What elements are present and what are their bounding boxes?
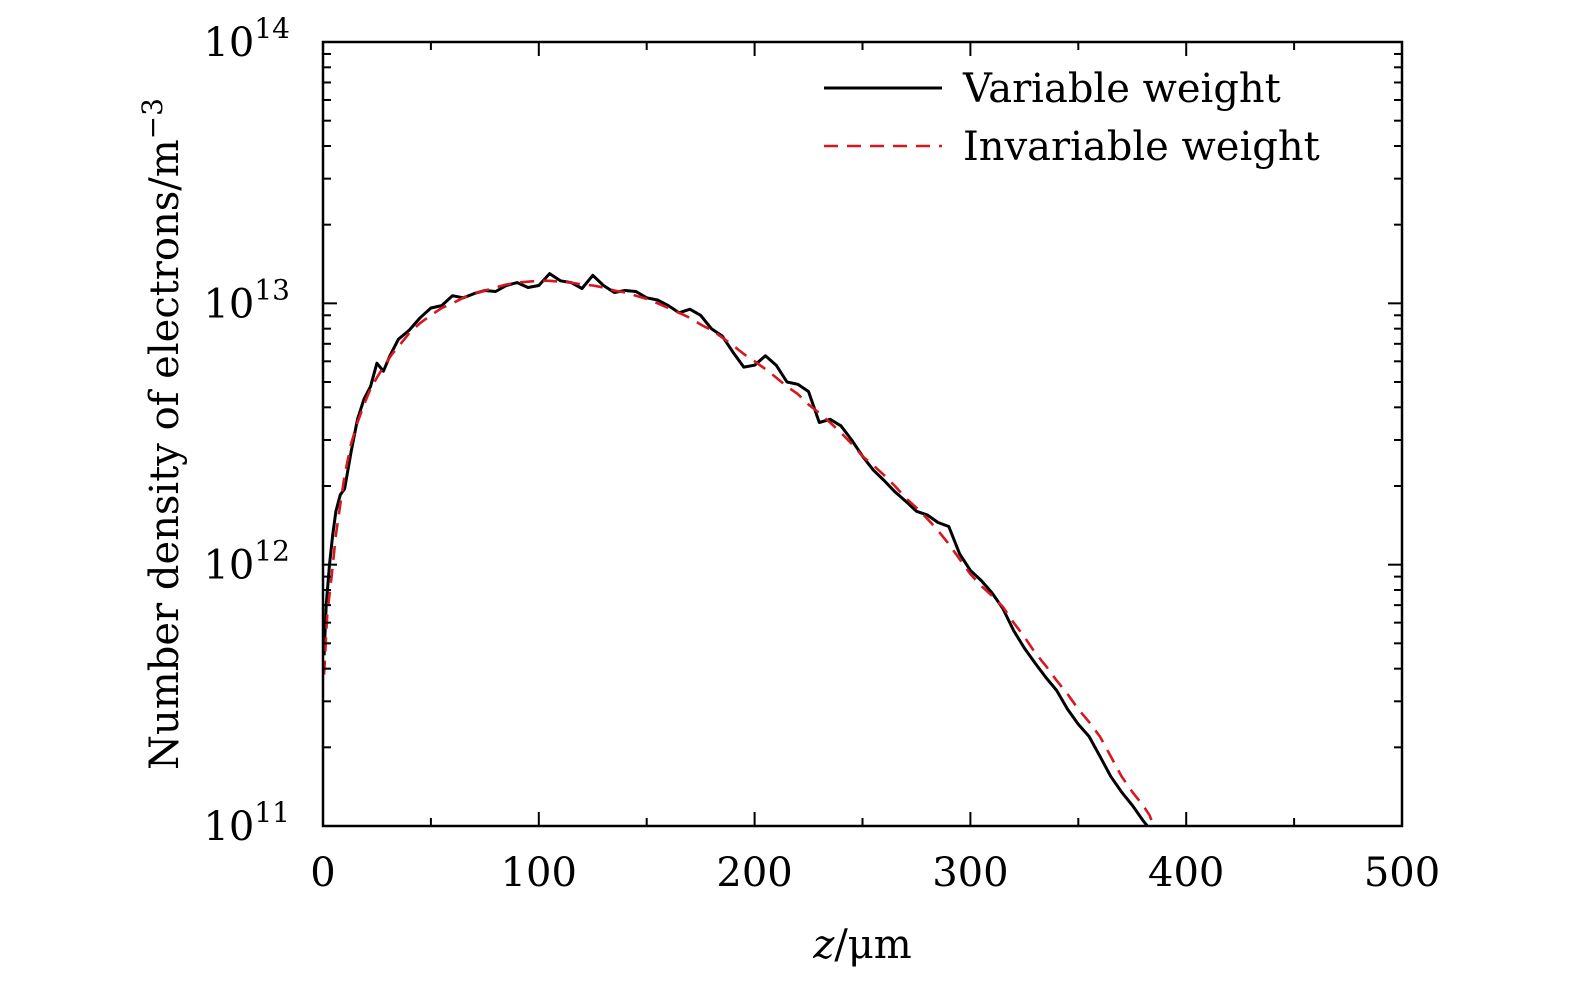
x-tick-label: 0	[310, 850, 335, 896]
legend-label-invariable-weight: Invariable weight	[963, 124, 1320, 170]
y-tick-label-base: 10	[203, 20, 254, 66]
y-tick-label-exponent: 12	[254, 535, 290, 568]
y-axis-title-text: Number density of electrons/m	[142, 139, 188, 770]
x-tick-label: 200	[716, 850, 792, 896]
y-tick-label-exponent: 13	[254, 273, 290, 306]
x-tick-label: 300	[932, 850, 1008, 896]
x-tick-label: 400	[1148, 850, 1224, 896]
y-tick-label: 1013	[203, 273, 290, 327]
x-axis-title: z/μm	[812, 922, 911, 968]
y-tick-label: 1011	[203, 796, 290, 850]
series-layer	[323, 272, 1156, 826]
x-tick-label: 500	[1364, 850, 1440, 896]
x-axis-unit: /μm	[834, 922, 911, 968]
y-axis-title-exponent: −3	[136, 98, 169, 139]
y-tick-label-base: 10	[203, 804, 254, 850]
y-tick-label: 1014	[203, 12, 290, 66]
x-tick-labels: 0 100 200 300 400 500	[310, 850, 1440, 896]
ticks-layer	[322, 41, 1403, 827]
legend: Variable weight Invariable weight	[824, 66, 1320, 170]
y-tick-label-base: 10	[203, 543, 254, 589]
y-tick-label-base: 10	[203, 281, 254, 327]
x-axis-variable: z	[812, 922, 835, 968]
legend-label-variable-weight: Variable weight	[962, 66, 1281, 112]
y-tick-label: 1012	[203, 535, 290, 589]
y-tick-label-exponent: 14	[254, 12, 290, 45]
series-line-variable-weight	[323, 272, 1149, 826]
y-tick-label-exponent: 11	[254, 796, 290, 829]
series-line-invariable-weight	[323, 279, 1156, 826]
x-tick-label: 100	[501, 850, 577, 896]
y-axis-title: Number density of electrons/m−3	[136, 98, 188, 770]
